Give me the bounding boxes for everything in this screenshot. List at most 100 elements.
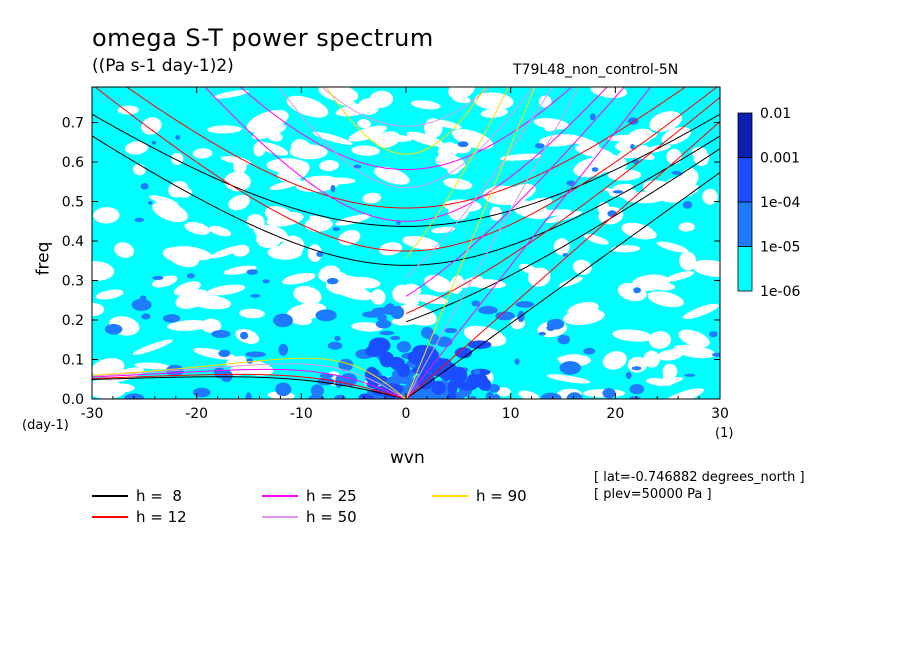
field-low-blob — [365, 133, 396, 146]
colorbar-label: 1e-06 — [760, 284, 800, 300]
field-low-blob — [443, 178, 473, 190]
field-mid-blob — [379, 330, 395, 336]
annotation-plev: [ plev=50000 Pa ] — [594, 487, 712, 502]
curve-h8-er-n1 — [92, 376, 407, 399]
colorbar-bin — [737, 157, 753, 203]
curve-h50-kelvin — [405, 87, 580, 399]
x-axis-unit: (1) — [715, 426, 734, 441]
field-low-blob — [152, 201, 188, 223]
field-mid-blob — [631, 366, 642, 371]
field-spot — [262, 279, 270, 284]
field-mid-blob — [211, 330, 231, 338]
field-low-blob — [246, 214, 265, 230]
field-low-blob — [678, 222, 695, 232]
field-low-blob — [702, 188, 718, 205]
legend-swatch-h8 — [92, 495, 128, 497]
field-low-blob — [656, 241, 689, 253]
field-mid-blob — [566, 392, 583, 399]
field-low-blob — [412, 294, 449, 305]
field-low-blob — [572, 259, 592, 275]
curve-h50-er-n1 — [92, 363, 407, 399]
field-spot — [246, 269, 258, 275]
field-mid-blob — [495, 311, 515, 321]
field-high-blob — [447, 391, 457, 399]
field-mid-blob — [396, 341, 411, 353]
field-low-blob — [312, 131, 353, 145]
field-low-blob — [232, 244, 250, 257]
curve-h90-eig-n0 — [405, 87, 510, 258]
y-tick-label: 0.6 — [62, 155, 84, 171]
field-low-blob — [647, 291, 684, 308]
field-low-blob — [480, 108, 508, 118]
field-mid-blob — [245, 392, 252, 399]
field-low-blob — [665, 271, 695, 282]
field-low-blob — [124, 141, 149, 155]
field-low-blob — [447, 164, 462, 175]
field-mid-blob — [492, 394, 501, 399]
field-low-blob — [289, 144, 328, 160]
curve-h50-ig-n2 — [321, 87, 491, 127]
field-low-blob — [546, 374, 591, 384]
field-low-blob — [174, 281, 201, 296]
field-mid-blob — [540, 392, 562, 399]
field-layer — [92, 87, 720, 399]
colorbar-label: 0.01 — [760, 106, 791, 122]
curve-h25-kelvin — [405, 87, 652, 399]
curve-h12-kelvin — [405, 121, 720, 399]
field-spot — [630, 144, 635, 150]
field-low-blob — [402, 235, 440, 250]
field-mid-blob — [444, 327, 458, 334]
colorbar-label: 1e-05 — [760, 240, 800, 256]
legend-label-h8: h = 8 — [136, 487, 182, 505]
field-mid-blob — [375, 319, 392, 329]
annotation-lat: [ lat=-0.746882 degrees_north ] — [594, 470, 805, 485]
legend-swatch-h50 — [262, 516, 298, 518]
field-mid-blob — [131, 299, 152, 311]
field-low-blob — [357, 119, 371, 129]
field-low-blob — [192, 148, 213, 159]
field-low-blob — [682, 303, 719, 320]
field-low-blob — [466, 278, 507, 289]
curve-h12-er-n1 — [92, 373, 407, 399]
field-spot — [140, 183, 149, 190]
field-mid-blob — [629, 384, 645, 395]
legend-item-h25: h = 25 — [262, 487, 357, 505]
field-low-blob — [208, 225, 232, 237]
field-low-blob — [201, 318, 222, 333]
colorbar-label: 0.001 — [760, 151, 800, 167]
field-mid-blob — [275, 382, 292, 397]
curve-h8-ig-n1 — [92, 135, 720, 266]
field-mid-blob — [213, 366, 225, 379]
field-low-blob — [331, 282, 373, 301]
field-mid-blob — [546, 324, 555, 332]
field-spot — [134, 217, 144, 222]
field-low-blob — [168, 180, 189, 198]
field-low-blob — [496, 387, 511, 397]
field-low-blob — [643, 350, 661, 368]
field-low-blob — [134, 362, 171, 370]
field-spot — [151, 140, 157, 145]
field-low-blob — [351, 145, 380, 156]
field-mid-blob — [104, 324, 123, 335]
field-low-blob — [179, 255, 193, 266]
field-low-blob — [322, 270, 347, 280]
field-high-blob — [364, 366, 379, 384]
field-low-blob — [373, 166, 410, 185]
field-low-blob — [662, 388, 704, 399]
y-tick-label: 0.5 — [62, 195, 84, 211]
field-high-blob — [379, 351, 394, 368]
field-low-blob — [351, 322, 384, 332]
y-tick-label: 0.0 — [62, 392, 84, 408]
field-high-blob — [467, 340, 492, 350]
field-low-blob — [348, 125, 387, 142]
field-low-blob — [391, 317, 417, 326]
curve-h90-er-n1 — [92, 357, 407, 399]
curve-h12-ig-n1 — [94, 87, 718, 252]
field-low-blob — [400, 293, 419, 306]
legend-label-h90: h = 90 — [476, 487, 527, 505]
x-tick-label: 20 — [606, 406, 624, 422]
field-low-blob — [449, 275, 464, 295]
x-axis-label: wvn — [390, 448, 425, 468]
experiment-id: T79L48_non_control-5N — [513, 62, 679, 78]
